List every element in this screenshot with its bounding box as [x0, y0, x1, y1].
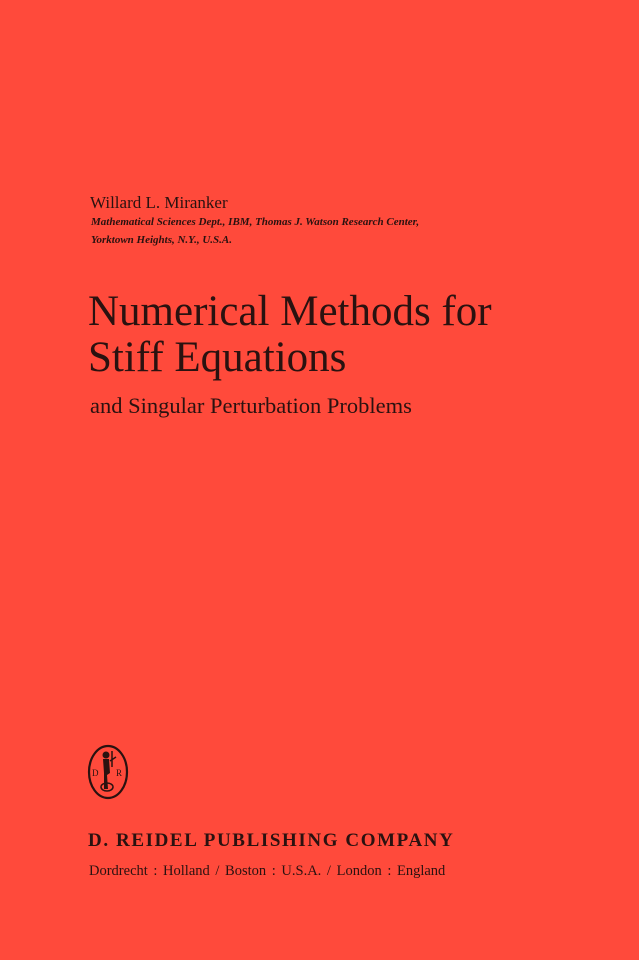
author-affiliation-line-2: Yorktown Heights, N.Y., U.S.A. — [91, 234, 232, 246]
publisher-name: D. REIDEL PUBLISHING COMPANY — [88, 830, 455, 851]
svg-text:D: D — [92, 768, 99, 778]
author-affiliation-line-1: Mathematical Sciences Dept., IBM, Thomas… — [91, 216, 420, 228]
publisher-cities: Dordrecht : Holland / Boston : U.S.A. / … — [89, 863, 446, 879]
author-name: Willard L. Miranker — [90, 193, 228, 212]
title-line-2: Stiff Equations — [88, 334, 347, 381]
svg-text:R: R — [116, 768, 122, 778]
title-line-1: Numerical Methods for — [88, 288, 492, 335]
publisher-emblem-icon: D R — [87, 744, 129, 800]
subtitle: and Singular Perturbation Problems — [90, 393, 412, 418]
